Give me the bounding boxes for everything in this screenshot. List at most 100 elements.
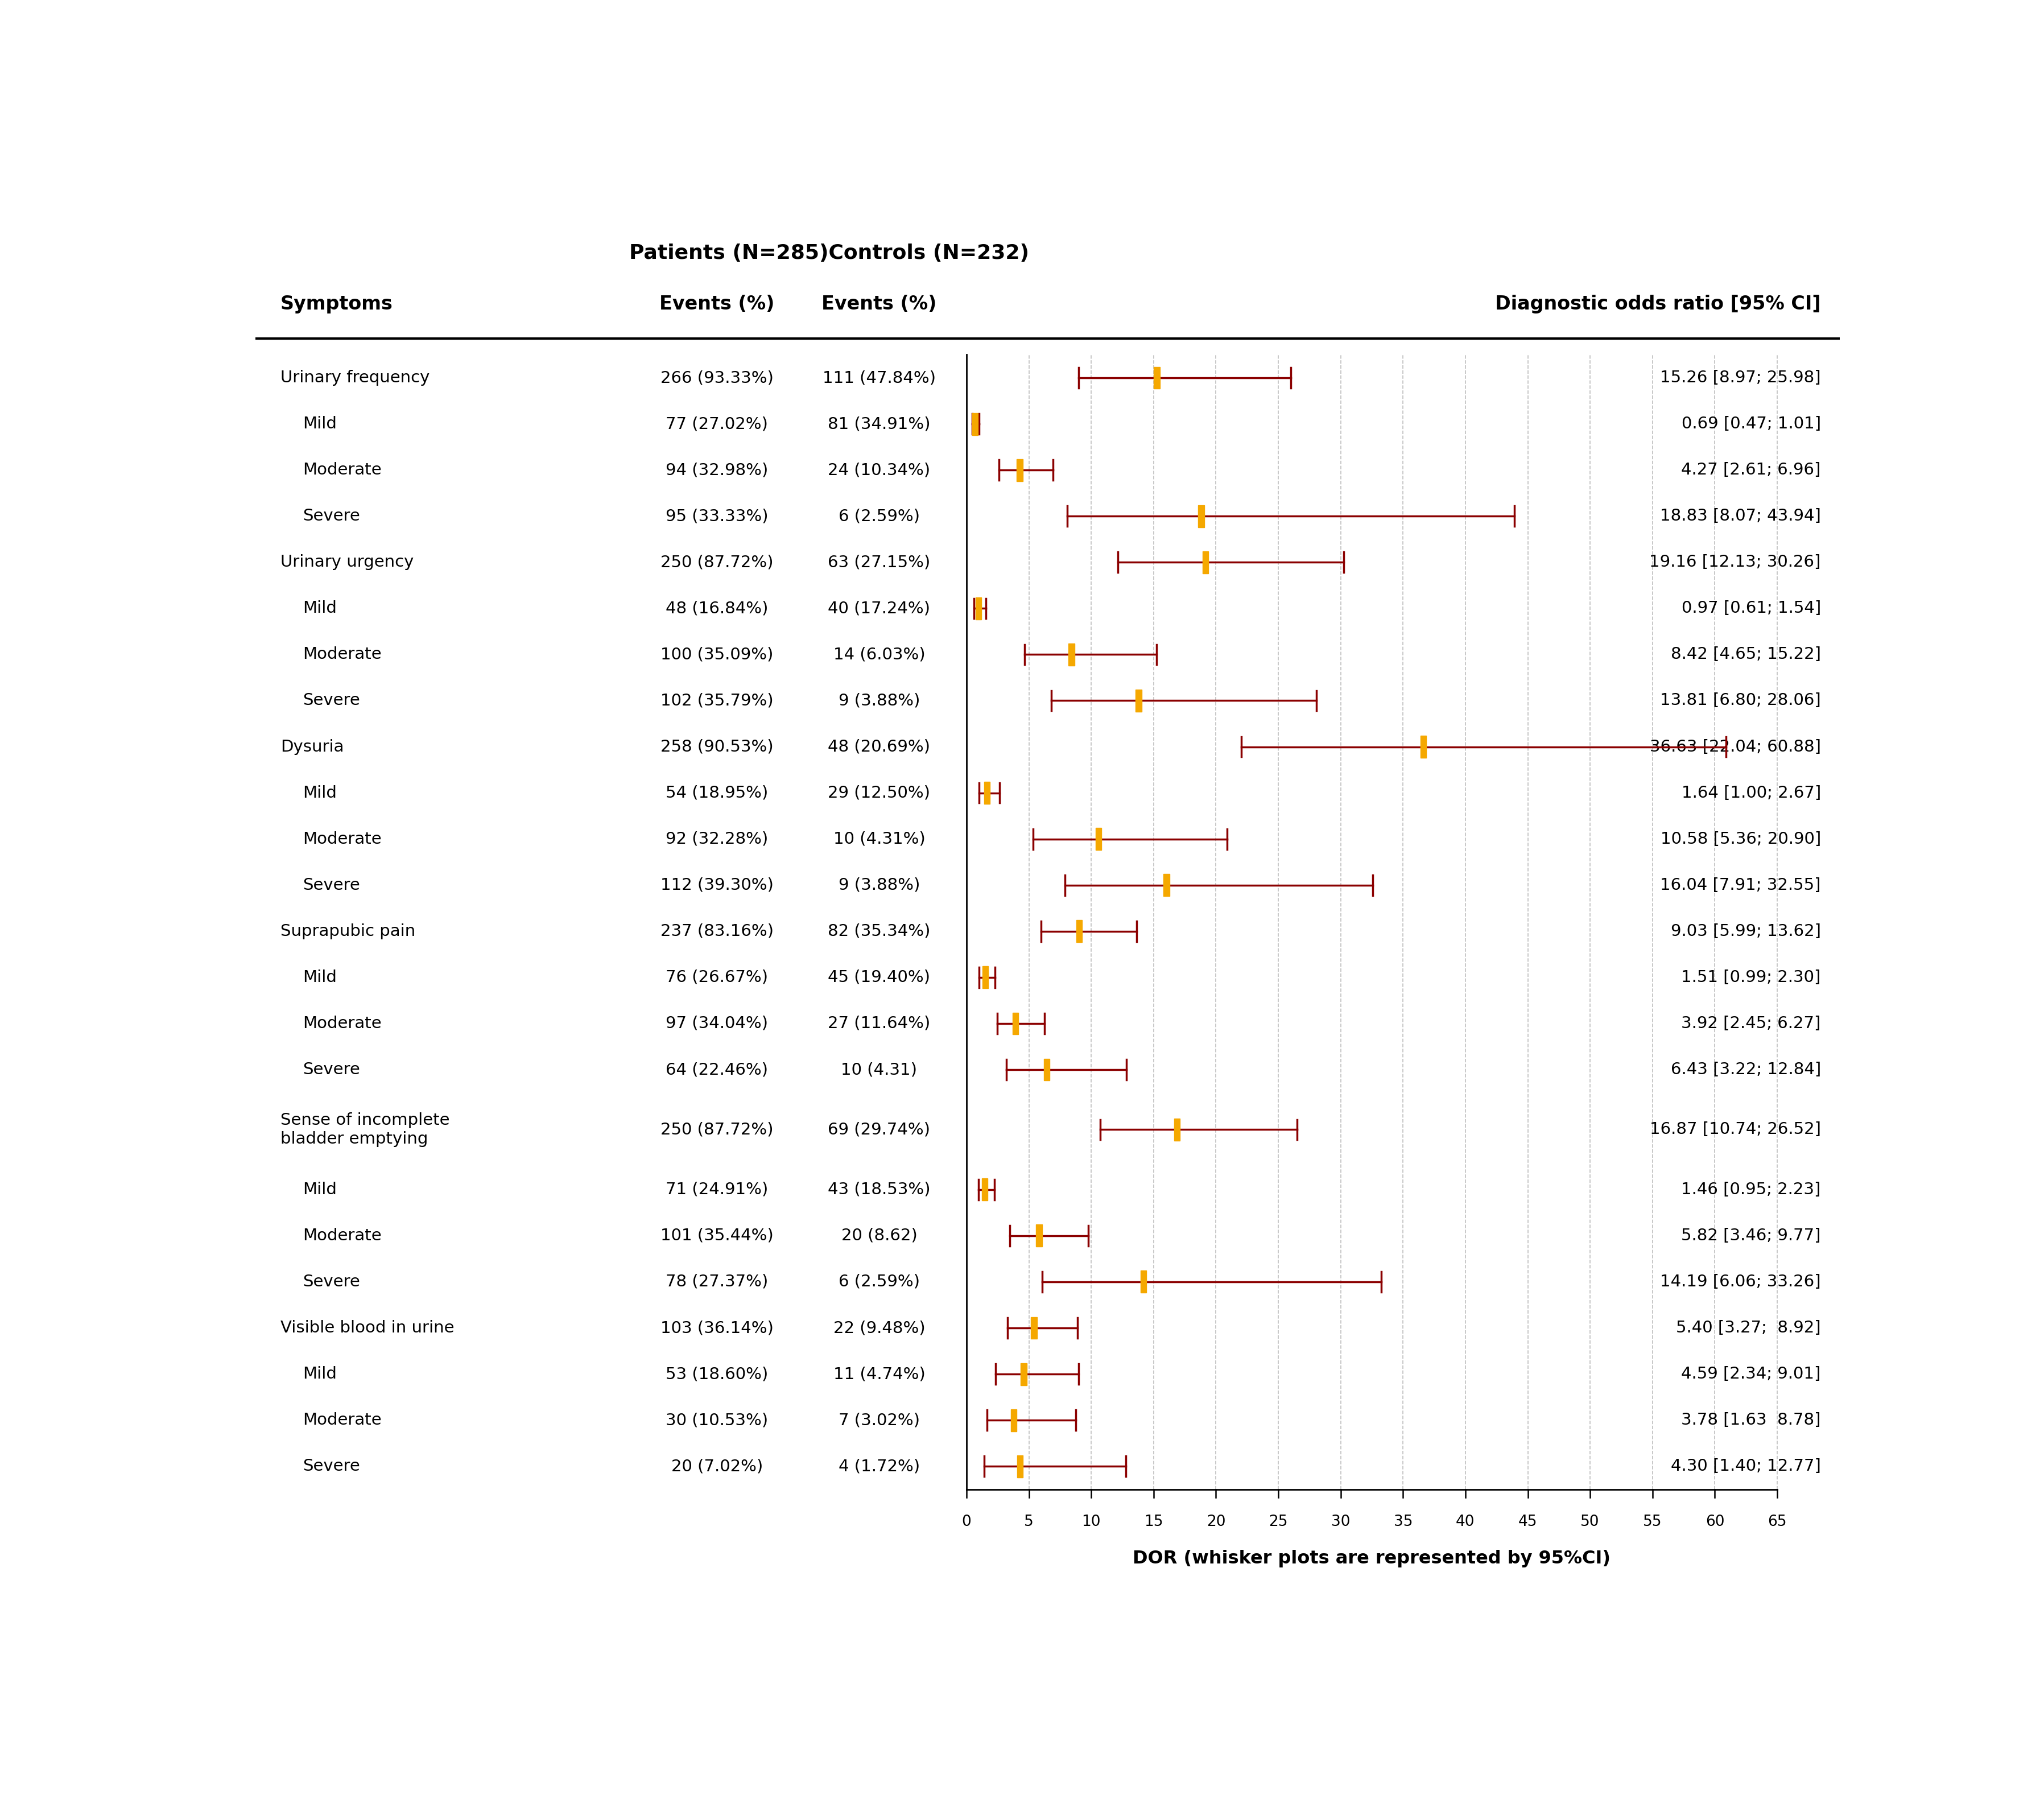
Text: 71 (24.91%): 71 (24.91%) — [666, 1181, 769, 1197]
Text: 25: 25 — [1269, 1515, 1288, 1529]
FancyBboxPatch shape — [1012, 1013, 1018, 1035]
Text: 237 (83.16%): 237 (83.16%) — [660, 923, 773, 939]
FancyBboxPatch shape — [1096, 828, 1102, 849]
Text: Events (%): Events (%) — [822, 294, 936, 314]
Text: 53 (18.60%): 53 (18.60%) — [666, 1367, 769, 1383]
Text: 22 (9.48%): 22 (9.48%) — [834, 1320, 926, 1336]
Text: 30: 30 — [1331, 1515, 1351, 1529]
Text: 27 (11.64%): 27 (11.64%) — [828, 1015, 930, 1031]
Text: 0.69 [0.47; 1.01]: 0.69 [0.47; 1.01] — [1682, 416, 1821, 433]
Text: 81 (34.91%): 81 (34.91%) — [828, 416, 930, 433]
Text: 48 (16.84%): 48 (16.84%) — [666, 600, 769, 617]
Text: Moderate: Moderate — [303, 831, 382, 847]
Text: 4.30 [1.40; 12.77]: 4.30 [1.40; 12.77] — [1670, 1459, 1821, 1475]
FancyBboxPatch shape — [1044, 1058, 1051, 1080]
Text: 64 (22.46%): 64 (22.46%) — [666, 1062, 769, 1078]
FancyBboxPatch shape — [983, 783, 989, 804]
Text: 40: 40 — [1455, 1515, 1476, 1529]
Text: 13.81 [6.80; 28.06]: 13.81 [6.80; 28.06] — [1660, 692, 1821, 709]
Text: 54 (18.95%): 54 (18.95%) — [666, 784, 769, 801]
Text: Severe: Severe — [303, 878, 360, 892]
Text: Diagnostic odds ratio [95% CI]: Diagnostic odds ratio [95% CI] — [1494, 294, 1821, 314]
Text: 10 (4.31): 10 (4.31) — [840, 1062, 918, 1078]
Text: Patients (N=285)Controls (N=232): Patients (N=285)Controls (N=232) — [630, 243, 1030, 263]
Text: 5: 5 — [1024, 1515, 1034, 1529]
Text: 6 (2.59%): 6 (2.59%) — [838, 1275, 920, 1289]
FancyBboxPatch shape — [1075, 920, 1081, 943]
Text: 111 (47.84%): 111 (47.84%) — [822, 370, 936, 386]
Text: 95 (33.33%): 95 (33.33%) — [666, 508, 769, 525]
Text: Suprapubic pain: Suprapubic pain — [280, 923, 415, 939]
Text: 60: 60 — [1705, 1515, 1725, 1529]
Text: 29 (12.50%): 29 (12.50%) — [828, 784, 930, 801]
Text: 0: 0 — [963, 1515, 971, 1529]
Text: Mild: Mild — [303, 1367, 337, 1383]
FancyBboxPatch shape — [1069, 644, 1075, 665]
Text: Urinary frequency: Urinary frequency — [280, 370, 429, 386]
FancyBboxPatch shape — [1136, 689, 1143, 712]
Text: 24 (10.34%): 24 (10.34%) — [828, 462, 930, 478]
Text: DOR (whisker plots are represented by 95%CI): DOR (whisker plots are represented by 95… — [1132, 1551, 1611, 1567]
Text: 45 (19.40%): 45 (19.40%) — [828, 970, 930, 986]
FancyBboxPatch shape — [1153, 366, 1159, 389]
Text: 10.58 [5.36; 20.90]: 10.58 [5.36; 20.90] — [1660, 831, 1821, 847]
Text: 1.51 [0.99; 2.30]: 1.51 [0.99; 2.30] — [1682, 970, 1821, 986]
Text: 36.63 [22.04; 60.88]: 36.63 [22.04; 60.88] — [1650, 739, 1821, 755]
Text: 92 (32.28%): 92 (32.28%) — [666, 831, 769, 847]
Text: 1.64 [1.00; 2.67]: 1.64 [1.00; 2.67] — [1682, 784, 1821, 801]
Text: 43 (18.53%): 43 (18.53%) — [828, 1181, 930, 1197]
Text: 63 (27.15%): 63 (27.15%) — [828, 554, 930, 570]
Text: 18.83 [8.07; 43.94]: 18.83 [8.07; 43.94] — [1660, 508, 1821, 525]
Text: 4 (1.72%): 4 (1.72%) — [838, 1459, 920, 1475]
FancyBboxPatch shape — [973, 413, 979, 435]
Text: 97 (34.04%): 97 (34.04%) — [666, 1015, 769, 1031]
Text: 40 (17.24%): 40 (17.24%) — [828, 600, 930, 617]
Text: 9.03 [5.99; 13.62]: 9.03 [5.99; 13.62] — [1670, 923, 1821, 939]
Text: 94 (32.98%): 94 (32.98%) — [666, 462, 769, 478]
Text: 15: 15 — [1145, 1515, 1163, 1529]
Text: Mild: Mild — [303, 416, 337, 433]
FancyBboxPatch shape — [1030, 1316, 1036, 1340]
Text: 30 (10.53%): 30 (10.53%) — [666, 1412, 769, 1428]
Text: 3.92 [2.45; 6.27]: 3.92 [2.45; 6.27] — [1682, 1015, 1821, 1031]
Text: 14.19 [6.06; 33.26]: 14.19 [6.06; 33.26] — [1660, 1275, 1821, 1289]
Text: 16.04 [7.91; 32.55]: 16.04 [7.91; 32.55] — [1660, 878, 1821, 892]
FancyBboxPatch shape — [1010, 1410, 1016, 1432]
Text: 20 (8.62): 20 (8.62) — [842, 1228, 918, 1244]
FancyBboxPatch shape — [1018, 1455, 1024, 1477]
Text: 50: 50 — [1580, 1515, 1600, 1529]
FancyBboxPatch shape — [1163, 874, 1169, 896]
Text: 45: 45 — [1519, 1515, 1537, 1529]
Text: 4.27 [2.61; 6.96]: 4.27 [2.61; 6.96] — [1682, 462, 1821, 478]
Text: Severe: Severe — [303, 508, 360, 525]
Text: Moderate: Moderate — [303, 1412, 382, 1428]
Text: Moderate: Moderate — [303, 462, 382, 478]
Text: Mild: Mild — [303, 600, 337, 617]
FancyBboxPatch shape — [1016, 460, 1022, 481]
Text: Mild: Mild — [303, 784, 337, 801]
Text: Sense of incomplete
bladder emptying: Sense of incomplete bladder emptying — [280, 1112, 450, 1147]
Text: 69 (29.74%): 69 (29.74%) — [828, 1121, 930, 1138]
Text: 101 (35.44%): 101 (35.44%) — [660, 1228, 773, 1244]
Text: 266 (93.33%): 266 (93.33%) — [660, 370, 773, 386]
Text: 5.82 [3.46; 9.77]: 5.82 [3.46; 9.77] — [1682, 1228, 1821, 1244]
Text: 78 (27.37%): 78 (27.37%) — [666, 1275, 769, 1289]
Text: 76 (26.67%): 76 (26.67%) — [666, 970, 769, 986]
Text: 3.78 [1.63  8.78]: 3.78 [1.63 8.78] — [1682, 1412, 1821, 1428]
Text: 6.43 [3.22; 12.84]: 6.43 [3.22; 12.84] — [1670, 1062, 1821, 1078]
FancyBboxPatch shape — [1198, 505, 1204, 526]
Text: 10: 10 — [1081, 1515, 1102, 1529]
Text: 9 (3.88%): 9 (3.88%) — [838, 692, 920, 709]
Text: 55: 55 — [1643, 1515, 1662, 1529]
Text: 65: 65 — [1768, 1515, 1786, 1529]
FancyBboxPatch shape — [983, 966, 989, 988]
FancyBboxPatch shape — [975, 597, 981, 620]
Text: Urinary urgency: Urinary urgency — [280, 554, 413, 570]
Text: Mild: Mild — [303, 1181, 337, 1197]
Text: Dysuria: Dysuria — [280, 739, 343, 755]
Text: 10 (4.31%): 10 (4.31%) — [834, 831, 926, 847]
Text: 250 (87.72%): 250 (87.72%) — [660, 1121, 773, 1138]
Text: 0.97 [0.61; 1.54]: 0.97 [0.61; 1.54] — [1682, 600, 1821, 617]
Text: 5.40 [3.27;  8.92]: 5.40 [3.27; 8.92] — [1676, 1320, 1821, 1336]
Text: 35: 35 — [1394, 1515, 1412, 1529]
